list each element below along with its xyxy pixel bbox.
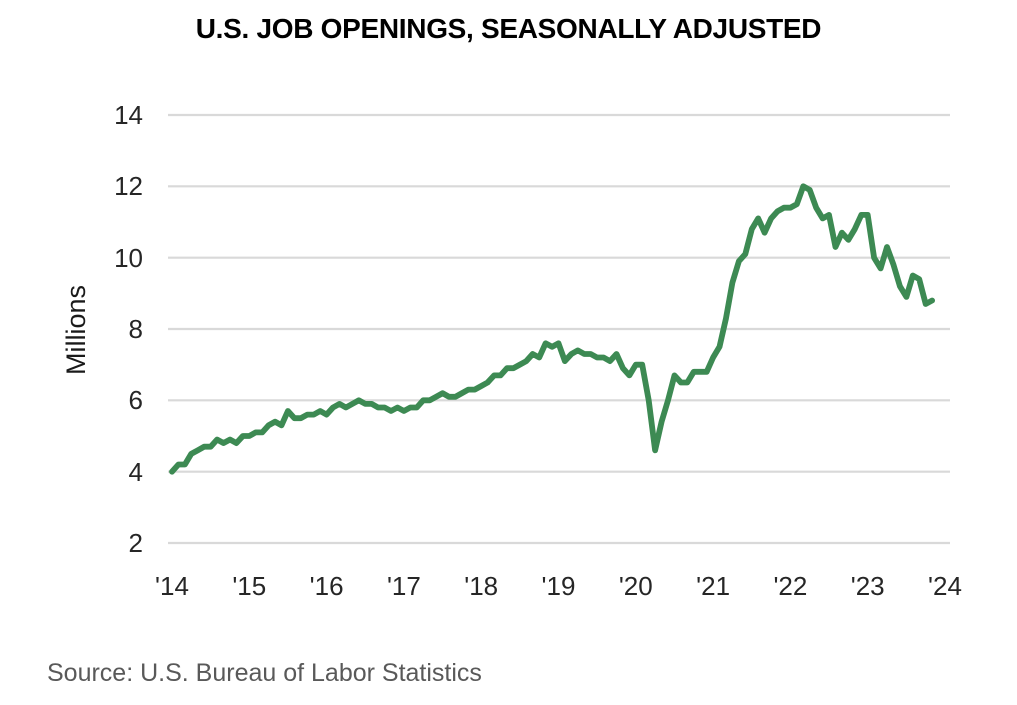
source-note: Source: U.S. Bureau of Labor Statistics	[47, 659, 482, 687]
y-tick-label: 2	[128, 528, 143, 558]
x-tick-label: '18	[464, 571, 499, 601]
y-tick-label: 12	[114, 171, 143, 202]
x-tick-label: '23	[850, 571, 885, 601]
chart-title: U.S. JOB OPENINGS, SEASONALLY ADJUSTED	[195, 13, 822, 44]
x-tick-label: '20	[618, 571, 653, 601]
y-tick-label: 10	[114, 242, 143, 273]
x-tick-label: '19	[541, 571, 576, 601]
x-tick-label: '22	[773, 571, 808, 601]
y-tick-label: 6	[128, 385, 143, 416]
x-tick-label: '15	[232, 571, 267, 601]
x-tick-label: '16	[309, 571, 344, 601]
x-tick-label: '17	[386, 571, 421, 601]
y-tick-label: 4	[128, 456, 143, 487]
x-axis: '14 '15 '16 '17 '18 '19 '20 '21 '22 '23 '24	[0, 570, 1017, 606]
y-axis: 2 4 6 8 10 12 14	[0, 0, 143, 600]
x-tick-label: '21	[696, 571, 731, 601]
job-openings-line	[169, 183, 935, 475]
x-tick-label: '24	[928, 571, 962, 601]
x-tick-label: '14	[155, 571, 189, 601]
y-tick-label: 14	[114, 99, 143, 130]
y-tick-label: 8	[128, 313, 143, 344]
